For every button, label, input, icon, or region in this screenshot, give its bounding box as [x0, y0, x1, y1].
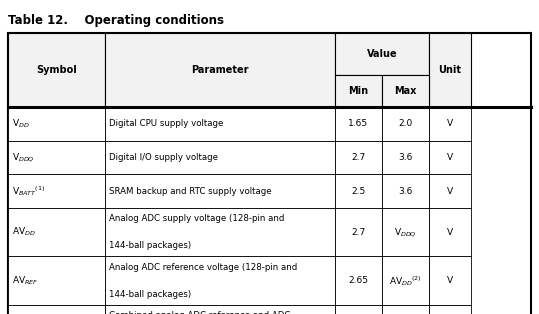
Bar	[382, 305, 429, 314]
Text: 2.7: 2.7	[351, 153, 365, 162]
Text: AV$_{REF}$: AV$_{REF}$	[12, 274, 39, 287]
Text: Value: Value	[367, 49, 397, 59]
Bar	[429, 256, 471, 305]
Text: Digital I/O supply voltage: Digital I/O supply voltage	[109, 153, 218, 162]
Bar	[382, 174, 429, 208]
Bar	[429, 305, 471, 314]
Text: Analog ADC reference voltage (128-pin and: Analog ADC reference voltage (128-pin an…	[109, 263, 298, 272]
Text: AV$_{DD}$: AV$_{DD}$	[12, 226, 36, 238]
Text: V$_{DDQ}$: V$_{DDQ}$	[12, 151, 35, 164]
Bar	[382, 141, 429, 174]
Bar	[429, 107, 471, 141]
Text: V: V	[447, 228, 453, 237]
Bar	[429, 33, 471, 107]
Bar	[335, 208, 382, 256]
Text: 2.5: 2.5	[351, 187, 365, 196]
Text: AV$_{DD}$$^{(2)}$: AV$_{DD}$$^{(2)}$	[389, 273, 422, 288]
Text: 144-ball packages): 144-ball packages)	[109, 241, 191, 250]
Text: V$_{BATT}$$^{(1)}$: V$_{BATT}$$^{(1)}$	[12, 184, 46, 198]
Bar	[429, 174, 471, 208]
Bar	[335, 174, 382, 208]
Bar	[335, 75, 382, 107]
Text: 3.6: 3.6	[398, 153, 413, 162]
Text: Unit: Unit	[438, 65, 461, 75]
Bar	[382, 75, 429, 107]
Text: Max: Max	[394, 86, 417, 96]
Bar	[335, 305, 382, 314]
Bar	[335, 107, 382, 141]
Text: V$_{DD}$: V$_{DD}$	[12, 117, 30, 130]
Bar	[335, 256, 382, 305]
Text: SRAM backup and RTC supply voltage: SRAM backup and RTC supply voltage	[109, 187, 272, 196]
Text: Symbol: Symbol	[36, 65, 77, 75]
Text: V$_{DDQ}$: V$_{DDQ}$	[394, 226, 417, 239]
Text: V: V	[447, 187, 453, 196]
Bar	[382, 208, 429, 256]
Text: 144-ball packages): 144-ball packages)	[109, 290, 191, 299]
Text: Analog ADC supply voltage (128-pin and: Analog ADC supply voltage (128-pin and	[109, 214, 285, 223]
Text: Combined analog ADC reference and ADC: Combined analog ADC reference and ADC	[109, 311, 291, 314]
Text: 3.6: 3.6	[398, 187, 413, 196]
Text: 1.65: 1.65	[348, 119, 369, 128]
Text: V: V	[447, 276, 453, 285]
Text: Min: Min	[348, 86, 369, 96]
Bar	[429, 141, 471, 174]
Bar	[429, 208, 471, 256]
Bar	[382, 107, 429, 141]
Text: Parameter: Parameter	[191, 65, 248, 75]
Text: 2.0: 2.0	[398, 119, 412, 128]
Text: Table 12.    Operating conditions: Table 12. Operating conditions	[8, 14, 224, 27]
Bar	[382, 256, 429, 305]
Text: 2.7: 2.7	[351, 228, 365, 237]
Text: V: V	[447, 119, 453, 128]
Text: V: V	[447, 153, 453, 162]
Text: Digital CPU supply voltage: Digital CPU supply voltage	[109, 119, 224, 128]
Text: 2.65: 2.65	[348, 276, 368, 285]
Bar	[335, 141, 382, 174]
